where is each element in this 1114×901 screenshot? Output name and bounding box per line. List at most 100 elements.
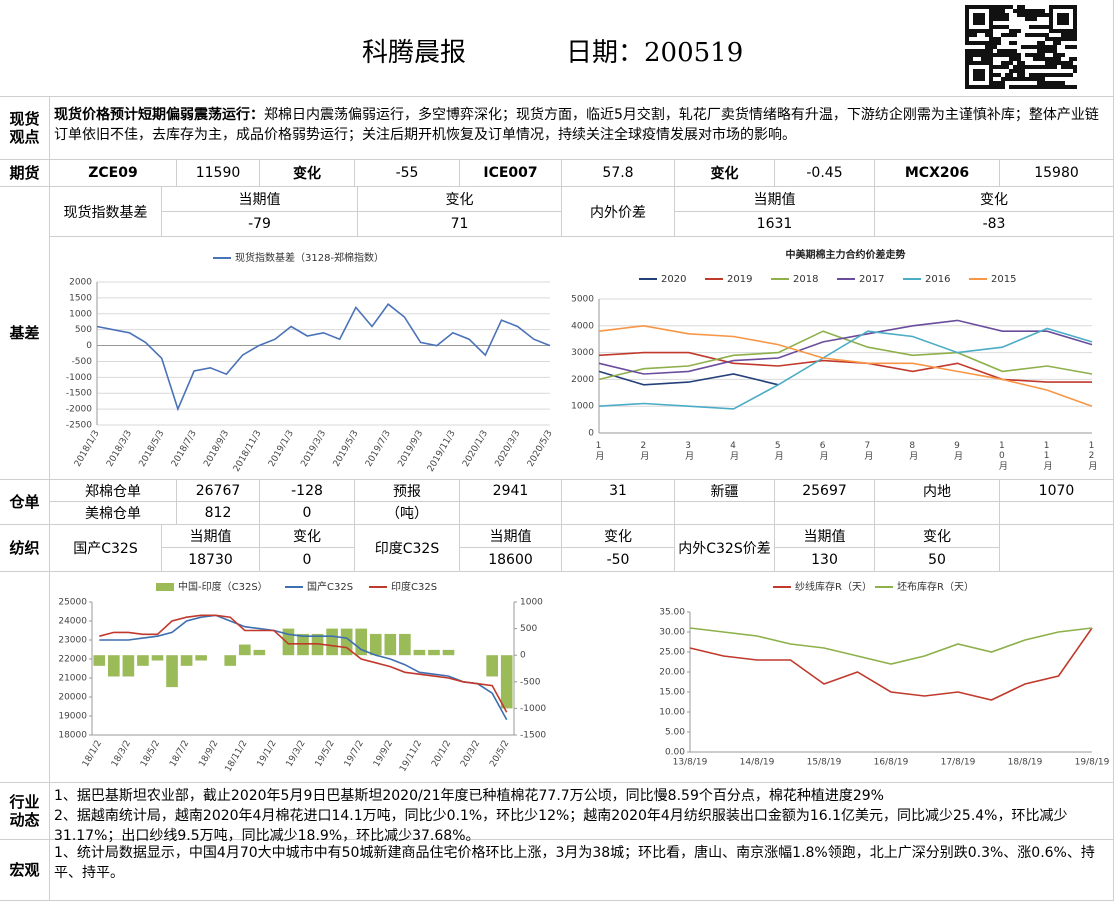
- y-tick-label: 0: [588, 429, 594, 439]
- qr-module: [1017, 53, 1021, 57]
- y-tick-label: 0.00: [665, 748, 685, 758]
- qr-module: [1029, 25, 1033, 29]
- y-tick-label: 22000: [58, 655, 87, 665]
- qr-module: [1045, 33, 1049, 37]
- qr-module: [1033, 33, 1037, 37]
- qr-module: [1065, 17, 1069, 21]
- cell: 变化: [675, 160, 775, 187]
- cell: -128: [260, 480, 355, 502]
- x-tick-label: 4月: [728, 441, 739, 461]
- qr-module: [985, 49, 989, 53]
- bar: [355, 628, 368, 656]
- x-tick-label: 10月: [997, 441, 1008, 471]
- qr-module: [989, 25, 993, 29]
- qr-module: [965, 9, 969, 13]
- empty-cell: [0, 572, 50, 783]
- cell: 31: [562, 480, 675, 502]
- qr-module: [1069, 65, 1073, 69]
- x-tick-label: 2019/9/3: [396, 429, 425, 469]
- qr-module: [997, 49, 1001, 53]
- qr-module: [1017, 73, 1021, 77]
- qr-module: [1073, 33, 1077, 37]
- qr-module: [1073, 45, 1077, 49]
- qr-module: [993, 37, 997, 41]
- qr-module: [1073, 17, 1077, 21]
- qr-module: [965, 17, 969, 21]
- cell: 印度C32S: [355, 525, 460, 572]
- qr-module: [1061, 21, 1065, 25]
- qr-module: [1037, 49, 1041, 53]
- qr-module: [1037, 33, 1041, 37]
- bar: [399, 633, 411, 656]
- x-tick-label: 19/7/2: [343, 739, 366, 769]
- qr-module: [1033, 17, 1037, 21]
- x-tick-label: 8月: [907, 441, 918, 461]
- qr-module: [1029, 65, 1033, 69]
- x-tick-label: 2019/11/3: [426, 429, 458, 474]
- y-tick-label: -500: [72, 357, 93, 367]
- qr-module: [1001, 25, 1005, 29]
- cell: 行业动态: [0, 783, 50, 840]
- qr-module: [1045, 37, 1049, 41]
- y-tick-label: 4000: [571, 321, 594, 331]
- empty-cell: [675, 502, 775, 525]
- qr-module: [1037, 77, 1041, 81]
- qr-module: [1013, 29, 1017, 33]
- qr-module: [981, 61, 985, 65]
- qr-module: [977, 61, 981, 65]
- bar: [195, 655, 207, 661]
- qr-module: [973, 73, 977, 77]
- x-tick-label: 2019/3/3: [299, 429, 328, 469]
- qr-module: [1073, 69, 1077, 73]
- cell: 812: [177, 502, 260, 525]
- qr-module: [993, 81, 997, 85]
- qr-module: [1005, 65, 1009, 69]
- y2-tick-label: 0: [520, 651, 526, 661]
- qr-module: [1037, 57, 1041, 61]
- qr-module: [981, 53, 985, 57]
- qr-module: [989, 49, 993, 53]
- legend-label: 2020: [661, 274, 686, 285]
- qr-module: [1069, 45, 1073, 49]
- qr-module: [1049, 37, 1053, 41]
- qr-module: [1009, 85, 1013, 89]
- qr-module: [1009, 61, 1013, 65]
- qr-module: [1037, 9, 1041, 13]
- cell: 基差: [0, 187, 50, 480]
- qr-module: [1053, 5, 1057, 9]
- cell: 仓单: [0, 480, 50, 525]
- qr-module: [1041, 81, 1045, 85]
- qr-module: [969, 5, 973, 9]
- y-tick-label: -2000: [66, 405, 92, 415]
- cell: 新疆: [675, 480, 775, 502]
- qr-module: [1037, 13, 1041, 17]
- qr-module: [977, 17, 981, 21]
- y2-tick-label: -1500: [520, 731, 546, 741]
- empty-cell: [0, 0, 1114, 97]
- qr-module: [1061, 13, 1065, 17]
- qr-module: [973, 53, 977, 57]
- qr-module: [1025, 9, 1029, 13]
- qr-module: [985, 45, 989, 49]
- qr-module: [969, 41, 973, 45]
- cell: 现货指数基差: [50, 187, 162, 237]
- qr-module: [997, 73, 1001, 77]
- qr-module: [981, 13, 985, 17]
- cell: 25697: [775, 480, 875, 502]
- x-tick-label: 9月: [952, 441, 963, 461]
- qr-module: [1057, 81, 1061, 85]
- cell: ZCE09: [50, 160, 177, 187]
- qr-module: [965, 61, 969, 65]
- qr-module: [985, 41, 989, 45]
- qr-module: [1009, 5, 1013, 9]
- y2-tick-label: 500: [520, 624, 537, 634]
- cell: 0: [260, 502, 355, 525]
- qr-module: [1017, 57, 1021, 61]
- qr-module: [965, 29, 969, 33]
- cell: 变化: [260, 525, 355, 548]
- qr-module: [1009, 49, 1013, 53]
- qr-module: [965, 53, 969, 57]
- y-tick-label: 23000: [58, 636, 87, 646]
- qr-module: [1065, 61, 1069, 65]
- qr-module: [965, 13, 969, 17]
